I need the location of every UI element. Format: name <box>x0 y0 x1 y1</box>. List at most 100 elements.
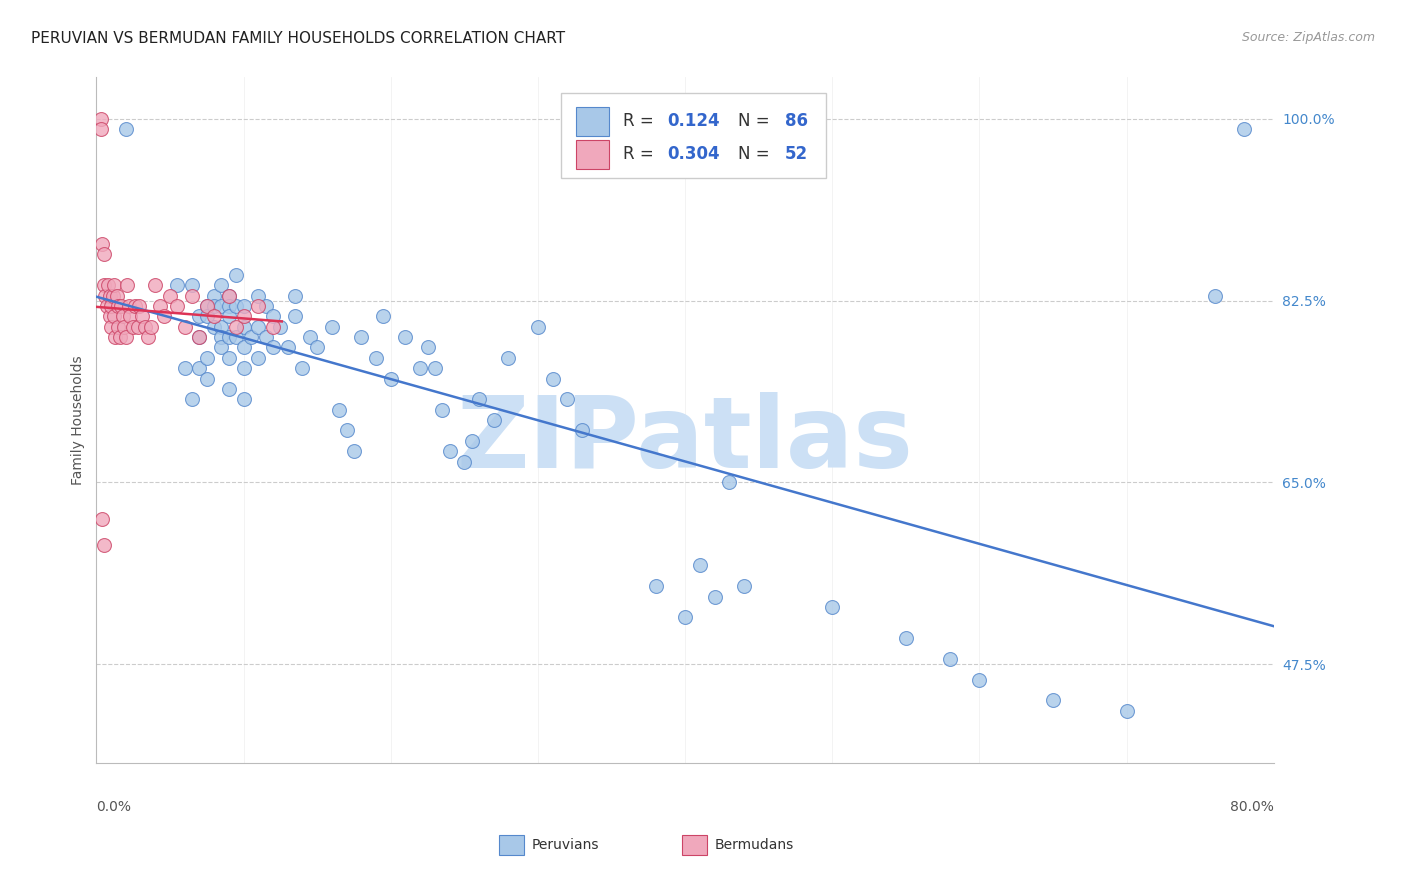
Point <box>373 310 395 324</box>
Point <box>166 278 188 293</box>
Point <box>254 299 277 313</box>
Point <box>218 382 240 396</box>
Point <box>343 444 366 458</box>
Point <box>232 340 254 354</box>
Point <box>188 330 211 344</box>
Point <box>307 340 329 354</box>
Point <box>100 319 122 334</box>
Point <box>139 319 162 334</box>
Point <box>571 424 593 438</box>
Text: Source: ZipAtlas.com: Source: ZipAtlas.com <box>1241 31 1375 45</box>
Point <box>262 310 284 324</box>
Point <box>335 424 357 438</box>
Point <box>181 278 204 293</box>
Point <box>218 288 240 302</box>
Bar <box>575 140 609 169</box>
Point <box>110 299 132 313</box>
Point <box>733 579 755 593</box>
Point <box>262 319 284 334</box>
Point <box>136 330 159 344</box>
Point <box>423 361 446 376</box>
Point <box>939 652 962 666</box>
Point <box>394 330 416 344</box>
Point <box>894 631 917 645</box>
Text: R =: R = <box>623 112 658 130</box>
Point <box>218 351 240 365</box>
Point <box>114 330 136 344</box>
Text: Bermudans: Bermudans <box>714 838 793 852</box>
Point <box>98 288 121 302</box>
Point <box>111 310 134 324</box>
Point <box>644 579 666 593</box>
Point <box>173 361 195 376</box>
Point <box>321 319 343 334</box>
Point <box>557 392 579 407</box>
Text: PERUVIAN VS BERMUDAN FAMILY HOUSEHOLDS CORRELATION CHART: PERUVIAN VS BERMUDAN FAMILY HOUSEHOLDS C… <box>31 31 565 46</box>
Point <box>124 299 146 313</box>
Bar <box>575 107 609 136</box>
Point <box>149 299 172 313</box>
Point <box>91 512 114 526</box>
Point <box>97 278 120 293</box>
Point <box>277 340 299 354</box>
Point <box>232 319 254 334</box>
Point <box>153 310 176 324</box>
Point <box>188 330 211 344</box>
Point <box>232 361 254 376</box>
Point <box>143 278 166 293</box>
Point <box>117 278 139 293</box>
Point <box>541 371 564 385</box>
Point <box>127 319 149 334</box>
Point <box>468 392 491 407</box>
Point <box>90 112 112 126</box>
Point <box>94 288 117 302</box>
Point <box>1233 122 1256 136</box>
Point <box>112 319 135 334</box>
Point <box>211 340 233 354</box>
Point <box>218 299 240 313</box>
Point <box>416 340 439 354</box>
Point <box>218 330 240 344</box>
Point <box>134 319 156 334</box>
Point <box>98 310 121 324</box>
Text: 0.304: 0.304 <box>668 145 720 163</box>
Point <box>181 288 204 302</box>
Point <box>284 310 307 324</box>
Point <box>225 268 247 282</box>
Text: 86: 86 <box>785 112 808 130</box>
Text: R =: R = <box>623 145 658 163</box>
Text: 0.124: 0.124 <box>668 112 720 130</box>
Y-axis label: Family Households: Family Households <box>72 355 86 485</box>
Point <box>202 288 225 302</box>
Point <box>211 278 233 293</box>
Point <box>114 122 136 136</box>
Point <box>718 475 741 490</box>
Point <box>120 310 142 324</box>
Point <box>211 319 233 334</box>
Point <box>673 610 696 624</box>
Point <box>269 319 291 334</box>
Point <box>821 600 844 615</box>
Point <box>202 310 225 324</box>
Point <box>239 330 262 344</box>
Point <box>118 299 141 313</box>
Point <box>409 361 432 376</box>
Point <box>202 319 225 334</box>
Point <box>188 361 211 376</box>
Point <box>453 455 475 469</box>
Point <box>93 278 115 293</box>
Point <box>298 330 321 344</box>
Point <box>195 351 218 365</box>
Point <box>122 319 145 334</box>
Point <box>328 402 350 417</box>
Point <box>225 319 247 334</box>
Point <box>211 299 233 313</box>
Point <box>195 310 218 324</box>
Point <box>689 558 711 573</box>
Point <box>703 590 725 604</box>
Point <box>527 319 550 334</box>
Point <box>225 299 247 313</box>
Point <box>232 299 254 313</box>
Point <box>364 351 387 365</box>
Text: 0.0%: 0.0% <box>97 800 131 814</box>
